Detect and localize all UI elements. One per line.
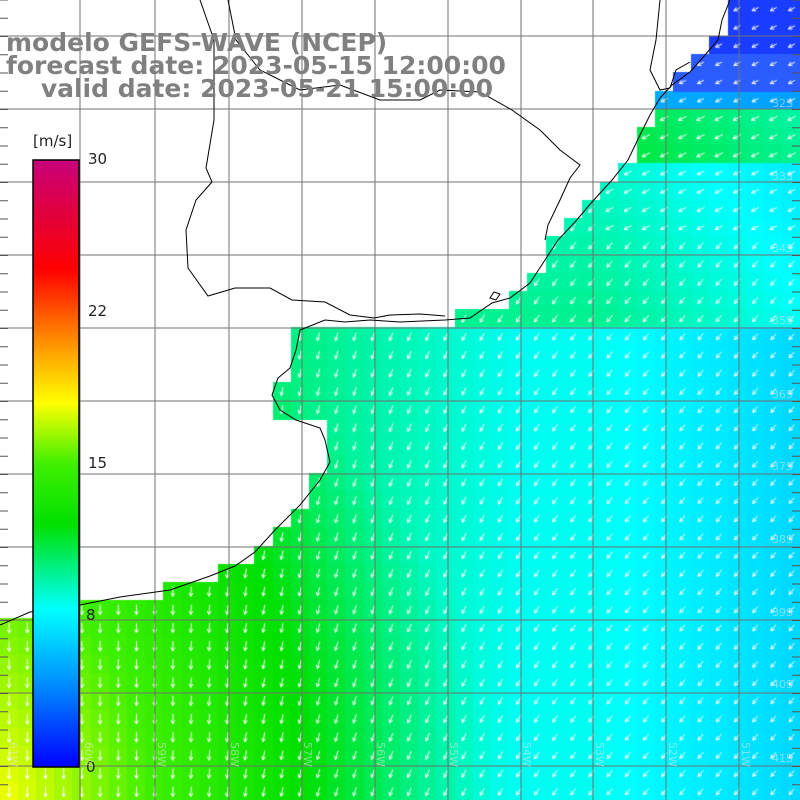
colorbar-tick-15: 15 bbox=[88, 454, 108, 472]
colorbar-units: [m/s] bbox=[33, 132, 73, 150]
colorbar-tick-0: 0 bbox=[86, 758, 96, 776]
title-model: modelo GEFS-WAVE (NCEP) bbox=[6, 28, 388, 57]
longitude-label: 58W bbox=[228, 742, 241, 767]
coastline-detail bbox=[227, 0, 581, 241]
title-valid-date: valid date: 2023-05-21 15:00:00 bbox=[6, 74, 494, 103]
colorbar-tick-30: 30 bbox=[88, 150, 108, 168]
latitude-label: 39S bbox=[772, 606, 793, 619]
longitude-label: 60W bbox=[82, 742, 95, 767]
longitude-label: 59W bbox=[155, 742, 168, 767]
title-forecast-date: forecast date: 2023-05-15 12:00:00 bbox=[6, 51, 506, 80]
longitude-label: 56W bbox=[374, 742, 387, 767]
coastline-detail bbox=[489, 291, 501, 301]
latitude-label: 33S bbox=[772, 170, 793, 183]
longitude-label: 52W bbox=[666, 742, 679, 767]
coastline-detail bbox=[185, 0, 375, 319]
coastline bbox=[0, 0, 731, 626]
latitude-label: 37S bbox=[772, 460, 793, 473]
latitude-label: 38S bbox=[772, 533, 793, 546]
latitude-label: 40S bbox=[772, 678, 793, 691]
latitude-label: 35S bbox=[772, 314, 793, 327]
longitude-label: 55W bbox=[447, 742, 460, 767]
longitude-label: 57W bbox=[301, 742, 314, 767]
colorbar-tick-22: 22 bbox=[88, 302, 108, 320]
longitude-label: 54W bbox=[520, 742, 533, 767]
coastline-detail bbox=[649, 0, 691, 91]
latitude-label: 32S bbox=[772, 97, 793, 110]
latitude-label: 34S bbox=[772, 242, 793, 255]
coastline-detail bbox=[373, 313, 446, 319]
colorbar-tick-8: 8 bbox=[86, 606, 96, 624]
longitude-label: 51W bbox=[739, 742, 752, 767]
colorbar-gradient bbox=[32, 159, 80, 768]
longitude-label: 61W bbox=[7, 742, 20, 767]
latitude-label: 36S bbox=[772, 388, 793, 401]
longitude-label: 53W bbox=[593, 742, 606, 767]
latitude-label: 41S bbox=[772, 752, 793, 765]
colorbar-graphic bbox=[32, 159, 80, 768]
